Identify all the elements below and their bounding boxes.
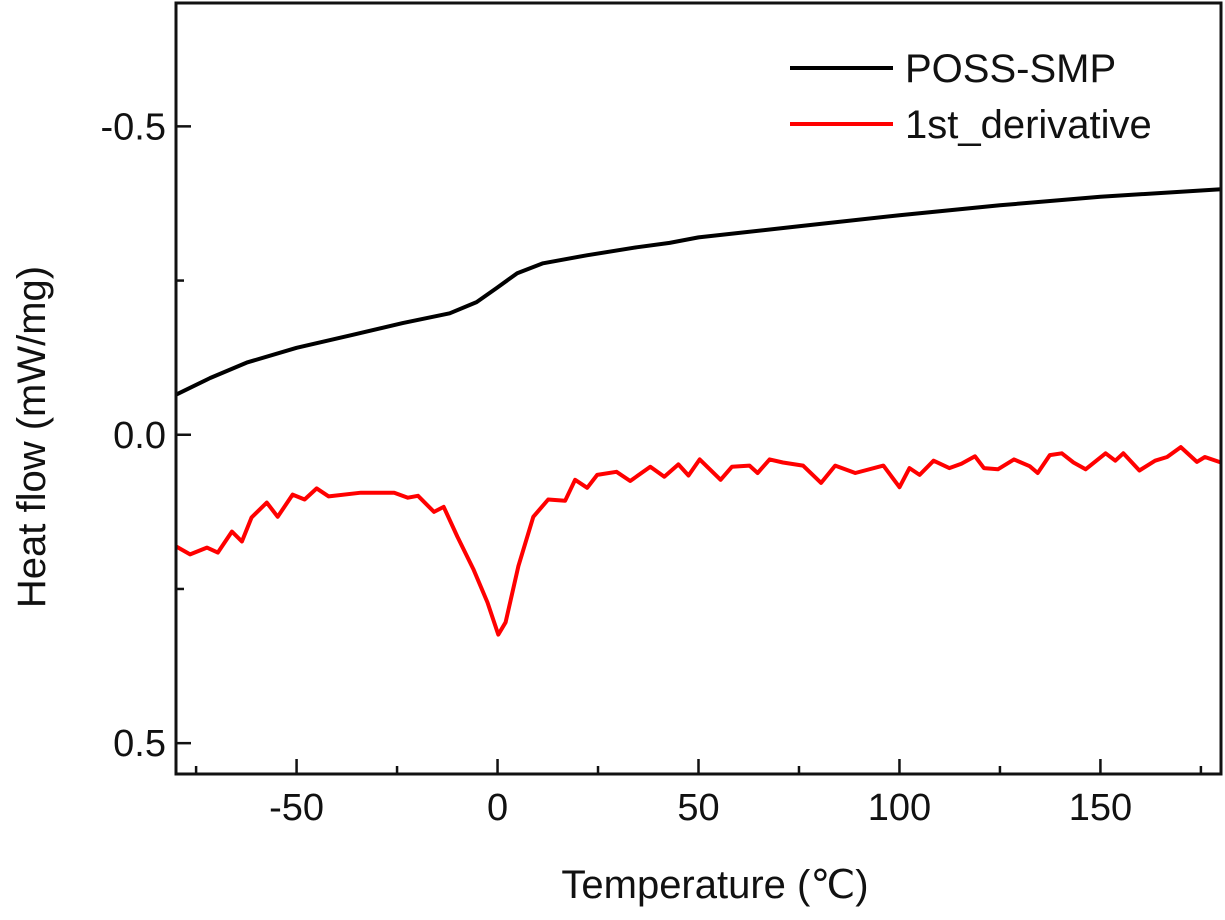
x-tick-label: -50 [269, 787, 324, 829]
ticks-layer: -50 0 50 100 150 -0.5 0.0 0.5 [101, 106, 1203, 829]
y-tick-label: 0.0 [113, 415, 166, 457]
series-line-1st-derivative [175, 445, 1222, 637]
x-tick-label: 150 [1069, 787, 1132, 829]
legend: POSS-SMP 1st_derivative [790, 47, 1152, 147]
y-tick-label: -0.5 [101, 106, 166, 148]
legend-label-1st-derivative: 1st_derivative [905, 103, 1152, 147]
y-tick-label: 0.5 [113, 723, 166, 765]
series-layer [175, 187, 1222, 637]
y-axis-label: Heat flow (mW/mg) [10, 266, 54, 608]
legend-label-poss-smp: POSS-SMP [905, 47, 1116, 91]
x-tick-label: 100 [868, 787, 931, 829]
x-axis-label: Temperature (℃) [561, 863, 868, 907]
x-tick-label: 0 [487, 787, 508, 829]
x-tick-label: 50 [677, 787, 719, 829]
series-line-poss-smp [175, 187, 1222, 397]
